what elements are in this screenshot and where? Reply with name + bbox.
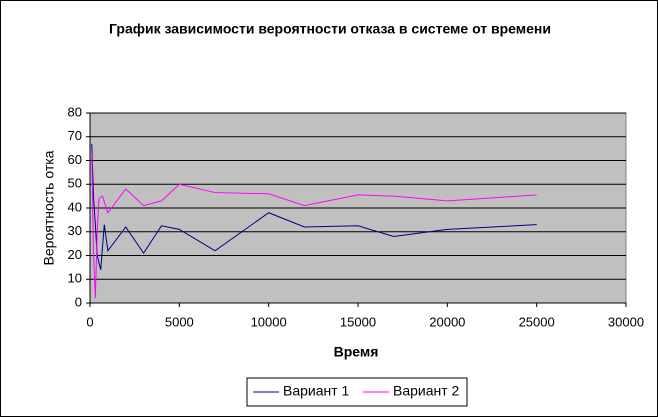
y-tick-label: 0 <box>75 294 82 309</box>
legend-label: Вариант 2 <box>393 383 460 399</box>
x-axis-title: Время <box>334 344 379 360</box>
x-tick-label: 10000 <box>251 314 287 329</box>
legend-label: Вариант 1 <box>283 383 350 399</box>
x-tick-label: 30000 <box>608 314 644 329</box>
y-tick-label: 70 <box>68 128 82 143</box>
y-tick-label: 80 <box>68 104 82 119</box>
x-tick-label: 0 <box>86 314 93 329</box>
y-tick-label: 40 <box>68 199 82 214</box>
y-tick-label: 30 <box>68 223 82 238</box>
y-tick-label: 60 <box>68 152 82 167</box>
y-tick-label: 50 <box>68 176 82 191</box>
y-axis-title: Вероятность отка <box>41 150 57 265</box>
y-tick-label: 20 <box>68 247 82 262</box>
x-tick-label: 20000 <box>429 314 465 329</box>
y-tick-label: 10 <box>68 271 82 286</box>
x-tick-label: 25000 <box>519 314 555 329</box>
chart-title: График зависимости вероятности отказа в … <box>109 21 551 37</box>
legend <box>246 377 468 407</box>
x-tick-label: 15000 <box>340 314 376 329</box>
series-line <box>91 153 537 299</box>
x-tick-label: 5000 <box>165 314 194 329</box>
